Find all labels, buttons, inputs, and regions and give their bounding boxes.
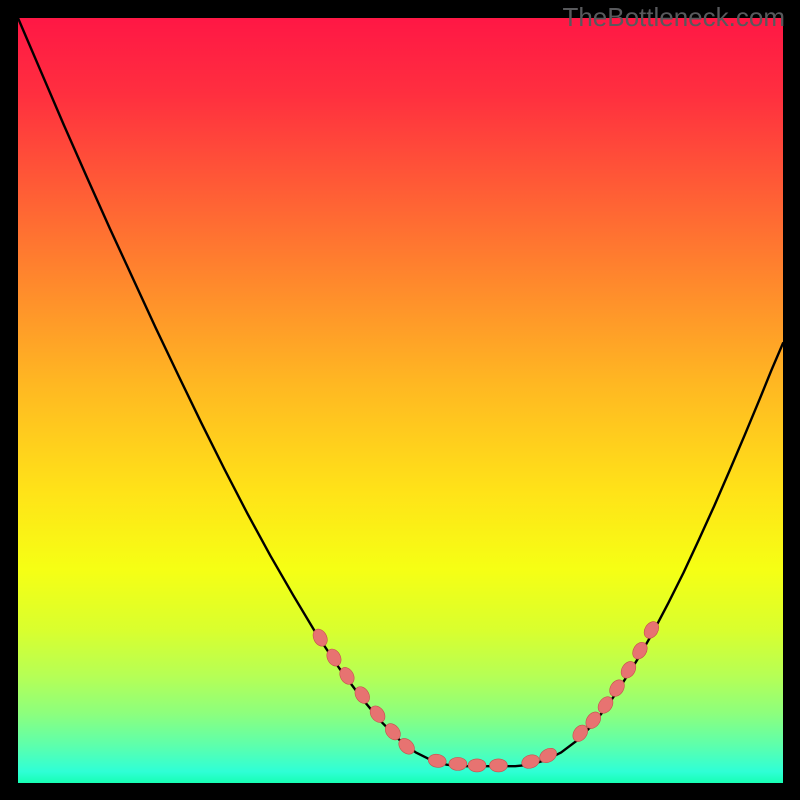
marker-point: [367, 703, 388, 725]
bottleneck-curve: [18, 18, 783, 766]
watermark-text: TheBottleneck.com: [562, 2, 785, 33]
marker-point: [427, 753, 447, 769]
curve-layer: [18, 18, 783, 783]
plot-area: [18, 18, 783, 783]
marker-point: [520, 753, 541, 771]
marker-point: [468, 759, 486, 772]
chart-root: TheBottleneck.com: [0, 0, 800, 800]
marker-point: [449, 757, 467, 770]
marker-point: [489, 759, 507, 772]
